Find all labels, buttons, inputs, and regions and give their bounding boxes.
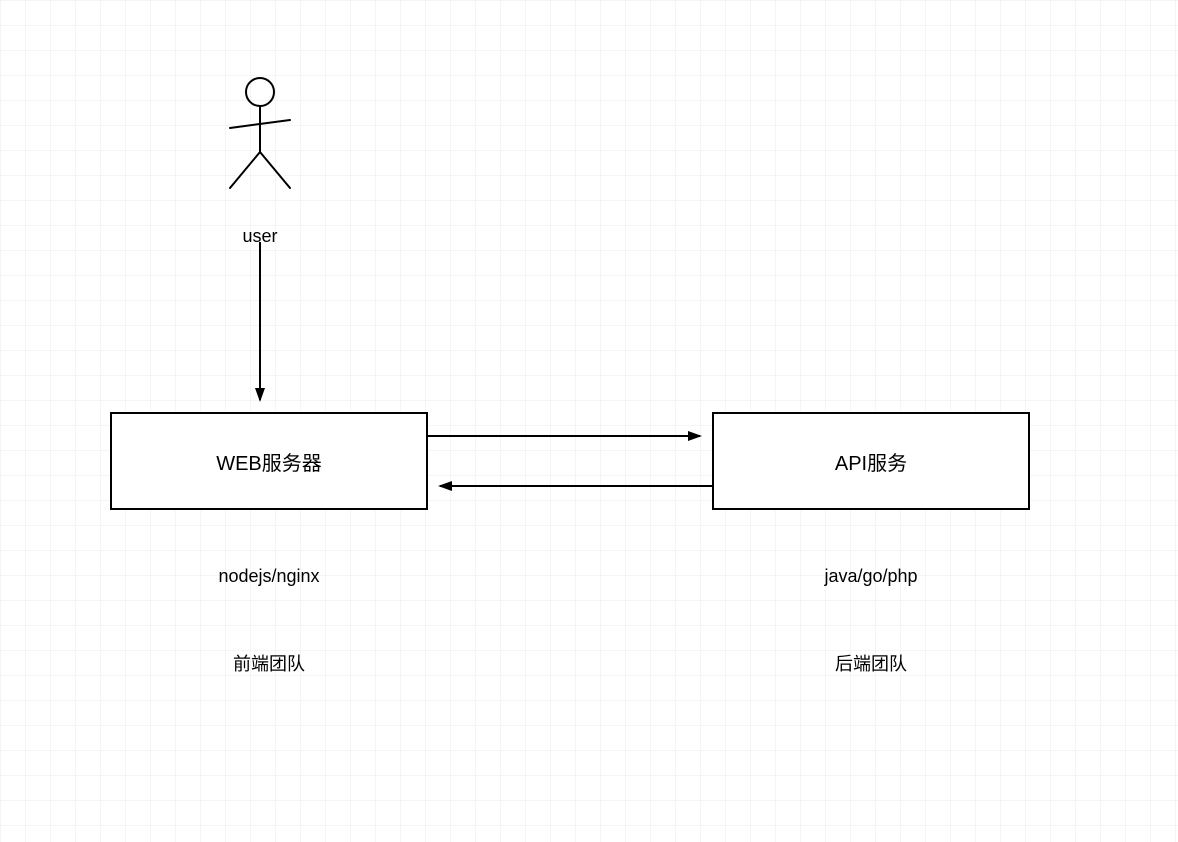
node-api-service-label: API服务	[835, 447, 907, 476]
actor-label: user	[220, 226, 300, 247]
node-web-server-team: 前端团队	[149, 650, 389, 676]
node-api-service-subtitle: java/go/php	[751, 566, 991, 587]
node-web-server: WEB服务器	[110, 412, 428, 510]
node-web-server-subtitle: nodejs/nginx	[149, 566, 389, 587]
node-api-service-team: 后端团队	[751, 650, 991, 676]
node-api-service: API服务	[712, 412, 1030, 510]
node-web-server-label: WEB服务器	[216, 447, 322, 476]
diagram-canvas: user WEB服务器 nodejs/nginx 前端团队 API服务 java…	[0, 0, 1178, 842]
